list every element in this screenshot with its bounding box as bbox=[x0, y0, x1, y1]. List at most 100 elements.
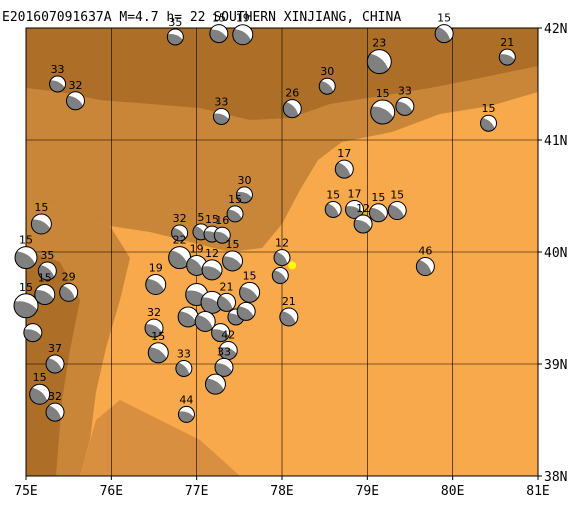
mechanism-outline bbox=[13, 293, 39, 319]
depth-label: 30 bbox=[237, 174, 251, 187]
depth-label: 42 bbox=[221, 329, 235, 342]
lat-tick-label: 42N bbox=[544, 22, 567, 37]
focal-mechanism: 17 bbox=[334, 147, 354, 179]
mechanism-outline bbox=[318, 77, 336, 95]
lon-tick-label: 75E bbox=[14, 484, 37, 499]
depth-label: 15 bbox=[243, 269, 257, 282]
mechanism-compression bbox=[499, 54, 515, 66]
graticule bbox=[26, 28, 538, 476]
focal-mechanism: 15 bbox=[239, 269, 261, 303]
depth-label: 15 bbox=[437, 12, 451, 25]
focal-mechanism: 35 bbox=[37, 249, 57, 281]
mechanism-outline bbox=[65, 91, 85, 111]
mechanism-compression bbox=[354, 219, 372, 234]
mechanism-outline bbox=[175, 359, 193, 377]
depth-label: 15 bbox=[212, 12, 226, 25]
mechanism-compression bbox=[175, 362, 190, 377]
mechanism-compression bbox=[236, 191, 252, 203]
depth-label: 12 bbox=[356, 202, 370, 215]
depth-label: 22 bbox=[173, 234, 187, 247]
lat-tick-label: 40N bbox=[544, 246, 567, 261]
mechanism-compression bbox=[46, 405, 62, 422]
mechanism-compression bbox=[279, 311, 296, 326]
lon-tick-label: 76E bbox=[100, 484, 123, 499]
depth-label: 15 bbox=[151, 330, 165, 343]
mechanism-compression bbox=[14, 301, 38, 318]
mechanism-compression bbox=[227, 209, 242, 222]
mechanism-compression bbox=[148, 347, 167, 363]
focal-mechanism: 17 bbox=[345, 187, 365, 219]
mechanism-compression bbox=[178, 411, 194, 423]
depth-label: 15 bbox=[19, 281, 33, 294]
mechanism-outline bbox=[239, 281, 261, 303]
depth-label: 19 bbox=[190, 242, 204, 255]
depth-label: 16 bbox=[215, 214, 229, 227]
depth-label: 19 bbox=[149, 261, 163, 274]
focal-mechanism: 22 bbox=[168, 234, 192, 270]
lon-tick-label: 80E bbox=[441, 484, 464, 499]
depth-label: 30 bbox=[320, 65, 334, 78]
depth-label: 19 bbox=[236, 12, 250, 25]
focal-mechanism: 33 bbox=[212, 95, 230, 125]
mechanism-outline bbox=[232, 24, 254, 46]
mechanism-outline bbox=[145, 273, 167, 295]
mechanism-outline bbox=[209, 24, 229, 44]
focal-mechanism: 32 bbox=[144, 306, 164, 338]
focal-mechanism: 26 bbox=[282, 87, 302, 119]
mechanism-compression bbox=[195, 314, 213, 332]
focal-mechanism: 15 bbox=[14, 234, 38, 270]
depth-label: 44 bbox=[179, 393, 193, 406]
depth-label: 32 bbox=[147, 306, 161, 319]
focal-mechanism: 15 bbox=[147, 330, 169, 364]
depth-label: 33 bbox=[51, 63, 65, 76]
mechanism-outline bbox=[171, 224, 189, 242]
mechanism-compression bbox=[213, 113, 229, 125]
mechanism-compression bbox=[192, 225, 207, 240]
event-marker bbox=[288, 261, 297, 270]
focal-mechanism: 15 bbox=[29, 371, 51, 405]
mechanism-compression bbox=[178, 311, 197, 327]
mechanism-compression bbox=[395, 101, 413, 116]
lon-tick-label: 78E bbox=[270, 484, 293, 499]
mechanism-outline bbox=[59, 282, 79, 302]
mechanism-outline bbox=[334, 159, 354, 179]
focal-mechanism: 16 bbox=[213, 214, 231, 244]
mechanism-outline bbox=[434, 24, 454, 44]
mechanism-outline bbox=[211, 323, 231, 343]
focal-mechanism: 19 bbox=[145, 261, 167, 295]
mechanism-outline bbox=[201, 259, 223, 281]
depth-label: 33 bbox=[398, 84, 412, 97]
mechanism-compression bbox=[272, 270, 287, 284]
mechanism-outline bbox=[147, 342, 169, 364]
mechanism-compression bbox=[209, 29, 227, 43]
mechanism-compression bbox=[167, 33, 183, 45]
focal-mechanism: 44 bbox=[177, 393, 195, 423]
focal-mechanism: 12 bbox=[273, 237, 291, 267]
mechanism-outline bbox=[194, 310, 216, 332]
focal-mechanism: 32 bbox=[171, 212, 189, 242]
mechanism-outline bbox=[204, 373, 226, 395]
mechanism-compression bbox=[239, 286, 258, 303]
mechanism-outline bbox=[353, 214, 373, 234]
focal-mechanism: 30 bbox=[318, 65, 336, 95]
mechanism-outline bbox=[235, 186, 253, 204]
mechanism-outline bbox=[345, 199, 365, 219]
mechanism-outline bbox=[29, 383, 51, 405]
mechanism-outline bbox=[368, 203, 388, 223]
mechanism-compression bbox=[335, 162, 351, 179]
focal-mechanism: 35 bbox=[166, 16, 184, 46]
depth-label: 37 bbox=[48, 342, 62, 355]
mechanism-compression bbox=[145, 324, 163, 338]
depth-label: 46 bbox=[418, 245, 432, 258]
focal-mechanism: 15 bbox=[480, 102, 498, 132]
depth-label: 33 bbox=[217, 345, 231, 358]
mechanism-compression bbox=[211, 329, 230, 342]
latitude-ticks: 42N 41N 40N 39N 38N bbox=[538, 22, 567, 485]
depth-label: 32 bbox=[48, 390, 62, 403]
focal-mechanism: 15 bbox=[434, 12, 454, 44]
focal-mechanism: 32 bbox=[65, 79, 85, 111]
mechanism-outline bbox=[279, 307, 299, 327]
focal-mechanism: 29 bbox=[59, 270, 79, 302]
depth-label: 15 bbox=[371, 191, 385, 204]
focal-mechanism: 37 bbox=[45, 342, 65, 374]
